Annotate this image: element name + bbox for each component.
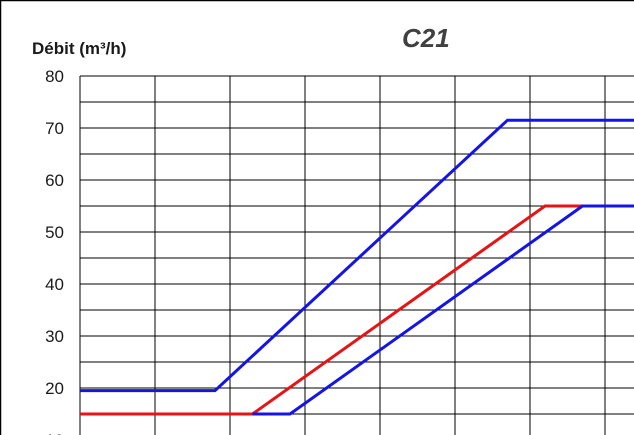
series-line-3 (252, 204, 634, 416)
y-tick-label: 50 (45, 223, 64, 242)
y-tick-label: 10 (45, 431, 64, 435)
y-tick-label: 20 (45, 379, 64, 398)
y-axis-label: Débit (m³/h) (32, 39, 126, 58)
y-tick-label: 40 (45, 275, 64, 294)
y-tick-label: 80 (45, 67, 64, 86)
y-tick-label: 60 (45, 171, 64, 190)
y-tick-label: 70 (45, 119, 64, 138)
chart-title: C21 (402, 23, 450, 53)
y-tick-labels: 80 70 60 50 40 30 20 10 (45, 67, 64, 435)
series-lines (80, 118, 634, 416)
y-tick-label: 30 (45, 327, 64, 346)
series-line-1 (80, 118, 634, 393)
